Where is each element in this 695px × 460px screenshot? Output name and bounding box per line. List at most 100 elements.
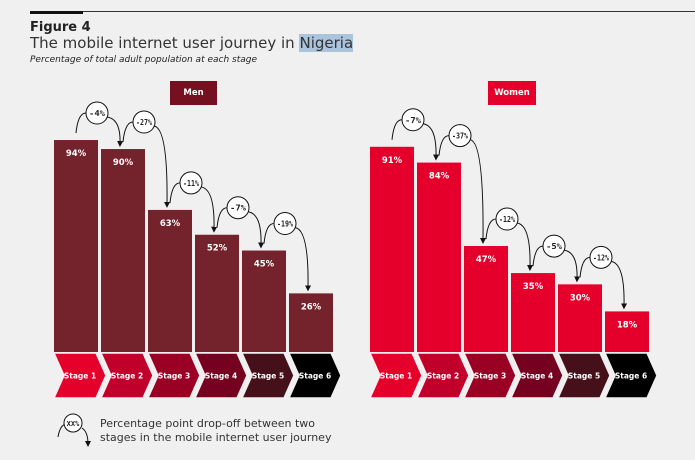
drop-arrow-start [216, 207, 228, 228]
legend-bubble-icon [63, 413, 83, 433]
stage-chevron [240, 352, 295, 399]
value-label: 18% [617, 320, 638, 330]
drop-arrow [563, 249, 581, 283]
dropoff-label: -12% [499, 215, 515, 224]
dropoff-label: -37% [452, 132, 468, 141]
chart-subtitle: Percentage of total adult population at … [30, 55, 258, 65]
stage-label: Stage 1 [64, 372, 96, 381]
drop-bubble [542, 234, 566, 258]
stage-label: Stage 2 [111, 372, 143, 381]
value-label: 52% [207, 244, 228, 254]
stage-chevron [99, 352, 154, 399]
drop-bubble [132, 110, 156, 134]
dropoff-label: -19% [277, 220, 293, 229]
stage-label: Stage 3 [474, 372, 506, 381]
bar-stage-6 [289, 293, 333, 352]
stage-label: Stage 1 [380, 372, 412, 381]
drop-arrow [516, 222, 534, 272]
bar-stage-1 [370, 146, 414, 352]
stage-chevron [462, 352, 517, 399]
drop-arrow-start [438, 135, 450, 156]
stage-label: Stage 6 [615, 372, 647, 381]
value-label: 90% [113, 158, 134, 168]
drop-arrow [422, 123, 440, 161]
drop-bubble [401, 108, 425, 132]
drop-arrow [247, 211, 265, 249]
drop-arrow-start [532, 245, 544, 267]
dropoff-label: -27% [136, 118, 152, 127]
bar-stage-4 [511, 273, 555, 352]
stage-chevron [509, 352, 564, 399]
stage-chevron [603, 352, 658, 399]
drop-bubble [226, 196, 250, 220]
men-group-label: Men [170, 81, 217, 105]
bar-stage-3 [464, 246, 508, 352]
legend-symbol: XX% [67, 420, 80, 428]
drop-bubble [589, 245, 613, 269]
title-prefix: The mobile internet user journey in [30, 34, 295, 52]
drop-arrow-start [263, 223, 275, 244]
legend-text: Percentage point drop-off between two sta… [100, 417, 331, 445]
dropoff-label: -4% [89, 109, 106, 118]
legend-arrow [81, 427, 91, 447]
women-group-label: Women [488, 81, 536, 105]
stage-chevron [368, 352, 423, 399]
stage-label: Stage 5 [568, 372, 600, 381]
dropoff-label: -7% [405, 116, 422, 125]
bar-stage-2 [417, 162, 461, 352]
drop-bubble [85, 101, 109, 125]
stage-label: Stage 4 [521, 372, 553, 381]
figure-label: Figure 4 [30, 20, 91, 35]
drop-arrow [610, 260, 628, 310]
legend-line-2: stages in the mobile internet user journ… [100, 431, 332, 444]
bar-stage-1 [54, 140, 98, 352]
bar-stage-5 [242, 250, 286, 352]
drop-arrow [200, 186, 218, 233]
drop-arrow-start [169, 182, 181, 203]
dropoff-label: -11% [183, 179, 199, 188]
value-label: 35% [523, 282, 544, 292]
stage-chevron [52, 352, 107, 399]
drop-arrow [153, 125, 171, 208]
drop-arrow-start [485, 218, 497, 240]
stage-label: Stage 6 [299, 372, 331, 381]
value-label: 84% [429, 172, 450, 182]
dropoff-label: -7% [230, 204, 247, 213]
drop-bubble [179, 171, 203, 195]
bar-stage-4 [195, 234, 239, 352]
bar-stage-5 [558, 284, 602, 352]
stage-label: Stage 2 [427, 372, 459, 381]
value-label: 26% [301, 302, 322, 312]
stage-chevron [415, 352, 470, 399]
value-label: 45% [254, 260, 275, 270]
dropoff-label: -5% [546, 242, 563, 251]
drop-arrow [469, 139, 487, 245]
drop-arrow [294, 227, 312, 292]
value-label: 91% [382, 156, 403, 166]
top-rule [30, 11, 695, 12]
stage-chevron [146, 352, 201, 399]
dropoff-label: -12% [593, 253, 609, 262]
bar-stage-2 [101, 149, 145, 352]
stage-chevron [193, 352, 248, 399]
legend-line-1: Percentage point drop-off between two [100, 417, 315, 430]
drop-arrow-start [391, 119, 403, 140]
value-label: 47% [476, 255, 497, 265]
drop-arrow-start [122, 121, 134, 143]
stage-chevron [556, 352, 611, 399]
drop-bubble [495, 207, 519, 231]
top-rule-accent [30, 11, 83, 14]
stage-label: Stage 3 [158, 372, 190, 381]
stage-chevron [287, 352, 342, 399]
stage-label: Stage 5 [252, 372, 284, 381]
drop-arrow [106, 116, 124, 148]
stage-label: Stage 4 [205, 372, 237, 381]
value-label: 94% [66, 149, 87, 159]
chart-title: The mobile internet user journey in Nige… [30, 34, 354, 52]
value-label: 30% [570, 293, 591, 303]
title-country: Nigeria [299, 34, 354, 52]
bar-stage-6 [605, 311, 649, 352]
drop-bubble [448, 124, 472, 148]
